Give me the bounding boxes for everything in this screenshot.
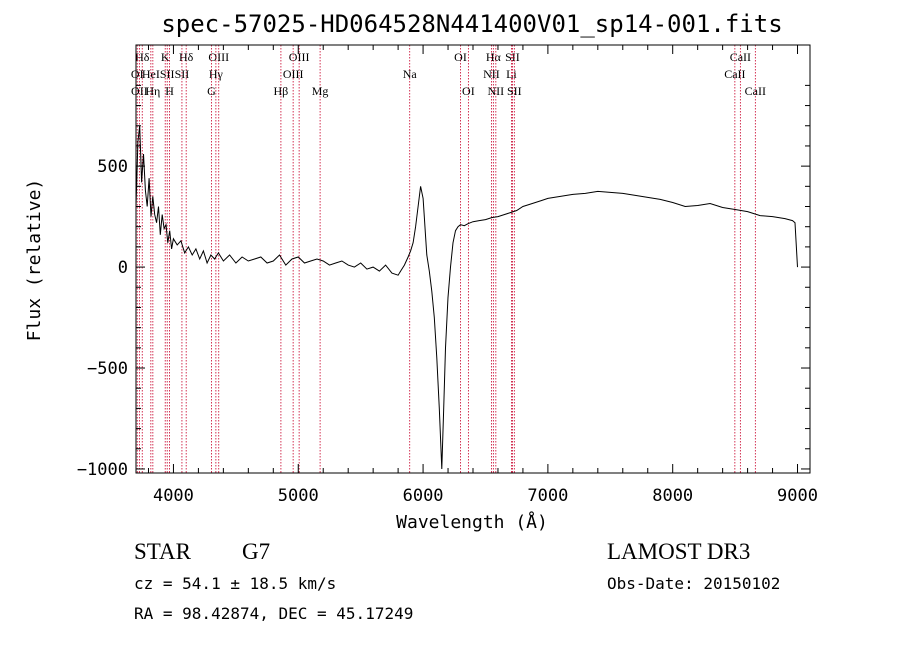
line-marker-label-6: SII bbox=[160, 67, 175, 81]
y-tick-label-2: 0 bbox=[118, 258, 128, 278]
line-marker-label-8: Hδ bbox=[179, 50, 194, 64]
line-marker-label-9: SII bbox=[175, 67, 190, 81]
line-marker-label-25: SII bbox=[507, 84, 522, 98]
line-marker-label-23: Li bbox=[506, 67, 517, 81]
survey-label: LAMOST DR3 bbox=[607, 539, 750, 564]
axis-ticks: 4000 5000 6000 7000 8000 9000 −1000 −500 0 500 bbox=[77, 45, 818, 506]
line-marker-label-1: OI bbox=[131, 67, 144, 81]
y-axis-label: Flux (relative) bbox=[24, 179, 45, 342]
line-marker-label-2: OII bbox=[131, 84, 148, 98]
line-marker-label-11: Hγ bbox=[209, 67, 224, 81]
line-marker-label-26: CaII bbox=[730, 50, 751, 64]
line-marker-label-19: OI bbox=[462, 84, 475, 98]
class-label: STAR bbox=[134, 539, 192, 564]
line-marker-label-0: Hδ bbox=[135, 50, 150, 64]
line-marker-label-12: G bbox=[207, 84, 216, 98]
y-tick-label-0: −1000 bbox=[77, 460, 128, 480]
line-marker-label-7: H bbox=[165, 84, 174, 98]
y-tick-label-1: −500 bbox=[87, 359, 128, 379]
y-tick-label-3: 500 bbox=[97, 157, 128, 177]
line-marker-label-18: OI bbox=[454, 50, 467, 64]
x-tick-label-0: 4000 bbox=[153, 486, 194, 506]
line-marker-label-3: HeI bbox=[142, 67, 160, 81]
line-marker-label-13: OIII bbox=[289, 50, 310, 64]
chart-title: spec-57025-HD064528N441400V01_sp14-001.f… bbox=[161, 10, 782, 38]
x-tick-label-5: 9000 bbox=[777, 486, 818, 506]
obs-date-text: Obs-Date: 20150102 bbox=[607, 574, 780, 593]
line-marker-label-16: Mg bbox=[312, 84, 329, 98]
coords-text: RA = 98.42874, DEC = 45.17249 bbox=[134, 604, 413, 623]
line-marker-label-14: OIII bbox=[283, 67, 304, 81]
line-marker-label-20: Hα bbox=[486, 50, 502, 64]
x-tick-label-2: 6000 bbox=[403, 486, 444, 506]
line-marker-label-15: Hβ bbox=[274, 84, 289, 98]
line-marker-label-24: NII bbox=[488, 84, 505, 98]
x-tick-label-1: 5000 bbox=[278, 486, 319, 506]
line-marker-label-28: CaII bbox=[745, 84, 766, 98]
spectrum-line bbox=[135, 125, 798, 470]
x-tick-label-3: 7000 bbox=[527, 486, 568, 506]
x-axis-label: Wavelength (Å) bbox=[396, 511, 548, 533]
plot-frame bbox=[135, 44, 811, 474]
line-marker-label-21: SII bbox=[505, 50, 520, 64]
line-marker-label-17: Na bbox=[403, 67, 418, 81]
subclass-label: G7 bbox=[242, 539, 270, 564]
line-marker-label-27: CaII bbox=[724, 67, 745, 81]
x-tick-label-4: 8000 bbox=[652, 486, 693, 506]
line-marker-label-5: K bbox=[161, 50, 170, 64]
redshift-text: cz = 54.1 ± 18.5 km/s bbox=[134, 574, 336, 593]
line-marker-label-10: OIII bbox=[208, 50, 229, 64]
line-marker-label-22: NII bbox=[483, 67, 500, 81]
line-marker-label-4: Hη bbox=[145, 84, 160, 98]
